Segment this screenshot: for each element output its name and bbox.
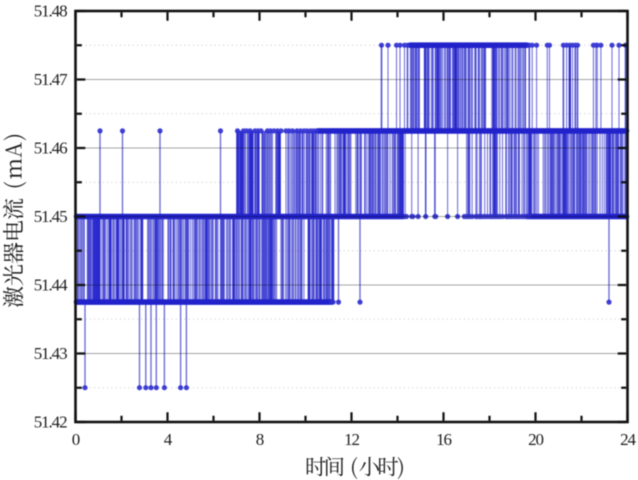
svg-text:51.44: 51.44 [34,276,68,295]
svg-text:51.43: 51.43 [34,344,67,363]
svg-text:0: 0 [72,430,80,449]
svg-text:51.42: 51.42 [34,413,67,432]
svg-text:20: 20 [528,430,543,449]
svg-text:8: 8 [256,430,264,449]
svg-text:51.46: 51.46 [34,139,67,158]
svg-text:51.45: 51.45 [34,207,67,226]
svg-text:12: 12 [344,430,359,449]
svg-text:16: 16 [436,430,451,449]
svg-text:24: 24 [620,430,636,449]
svg-text:51.47: 51.47 [34,70,68,89]
svg-text:51.48: 51.48 [34,2,67,21]
svg-text:4: 4 [164,430,173,449]
